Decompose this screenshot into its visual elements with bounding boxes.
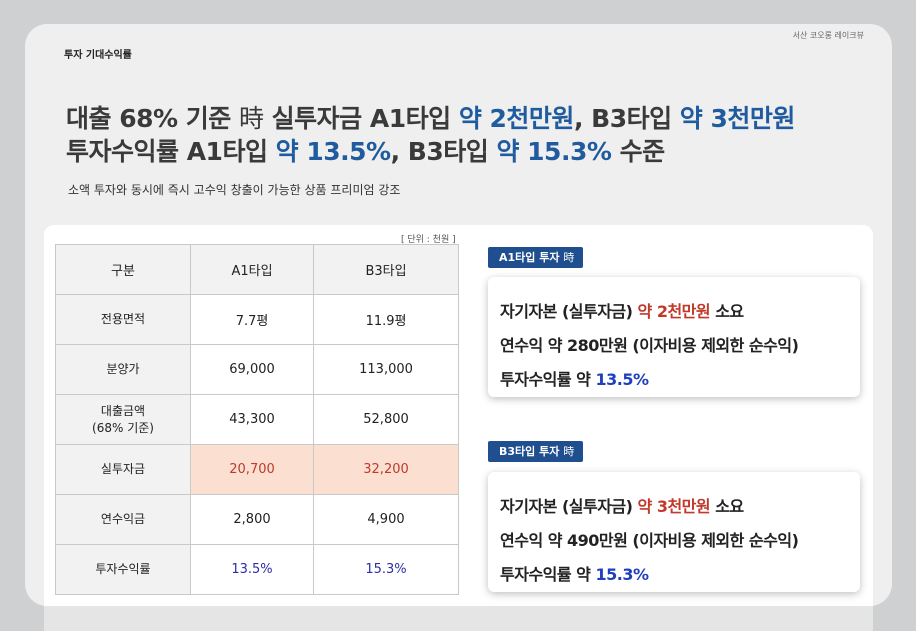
summary-highlight: 13.5% <box>595 370 649 389</box>
a1-summary-box: 자기자본 (실투자금) 약 2천만원 소요 연수익 약 280만원 (이자비용 … <box>488 277 860 397</box>
row-label: 투자수익률 <box>55 544 191 595</box>
summary-line: 투자수익률 약 15.3% <box>500 558 850 592</box>
cell-b3: 15.3% <box>313 544 459 595</box>
tag-label: A1타입 투자 <box>499 251 560 264</box>
b3-tag: B3타입 투자 時 <box>488 441 584 462</box>
headline-hanja: 時 <box>238 104 264 133</box>
row-label: 연수익금 <box>55 494 191 545</box>
row-label-line: (68% 기준) <box>92 420 154 435</box>
cell-a1: 43,300 <box>189 394 315 445</box>
summary-text: 투자수익률 약 <box>500 370 596 389</box>
headline-highlight: 약 15.3% <box>496 137 612 166</box>
cell-b3: 52,800 <box>313 394 459 445</box>
table-row: 대출금액 (68% 기준) 43,300 52,800 <box>55 394 459 445</box>
headline-text: , B3타입 <box>573 104 680 133</box>
headline-highlight: 약 2천만원 <box>458 104 575 133</box>
headline-text: 실투자금 A1타입 <box>263 104 459 133</box>
summary-text: 투자수익률 약 <box>500 565 596 584</box>
cell-b3: 4,900 <box>313 494 459 545</box>
headline-text: 투자수익률 A1타입 <box>66 137 276 166</box>
table-row: 연수익금 2,800 4,900 <box>55 494 459 545</box>
row-label: 실투자금 <box>55 444 191 495</box>
table-header: B3타입 <box>313 244 459 295</box>
cell-b3: 32,200 <box>313 444 459 495</box>
headline-text: 수준 <box>611 137 666 166</box>
a1-tag: A1타입 투자 時 <box>488 247 584 268</box>
headline-line-1: 대출 68% 기준 時 실투자금 A1타입 약 2천만원, B3타입 약 3천만… <box>66 102 886 135</box>
bottom-strip <box>44 606 873 631</box>
headline-highlight: 약 13.5% <box>275 137 391 166</box>
row-label: 대출금액 (68% 기준) <box>55 394 191 445</box>
summary-text: 자기자본 (실투자금) <box>500 497 638 516</box>
table-header: 구분 <box>55 244 191 295</box>
unit-note: [ 단위 : 천원 ] <box>401 235 456 245</box>
table-row: 분양가 69,000 113,000 <box>55 344 459 395</box>
comparison-table: 구분 A1타입 B3타입 전용면적 7.7평 11.9평 분양가 69,000 … <box>55 244 459 595</box>
cell-a1: 69,000 <box>189 344 315 395</box>
row-label: 전용면적 <box>55 294 191 345</box>
cell-a1: 13.5% <box>189 544 315 595</box>
table-row: 전용면적 7.7평 11.9평 <box>55 294 459 345</box>
summary-line: 연수익 약 280만원 (이자비용 제외한 순수익) <box>500 336 799 355</box>
headline-highlight: 약 3천만원 <box>679 104 796 133</box>
summary-text: 소요 <box>710 497 744 516</box>
table-row-highlight: 실투자금 20,700 32,200 <box>55 444 459 495</box>
table-header-row: 구분 A1타입 B3타입 <box>55 244 459 295</box>
summary-highlight: 약 3천만원 <box>637 497 711 516</box>
summary-highlight: 15.3% <box>595 565 649 584</box>
cell-a1: 20,700 <box>189 444 315 495</box>
table-row: 투자수익률 13.5% 15.3% <box>55 544 459 595</box>
row-label: 분양가 <box>55 344 191 395</box>
b3-summary-box: 자기자본 (실투자금) 약 3천만원 소요 연수익 약 490만원 (이자비용 … <box>488 472 860 592</box>
tag-label: B3타입 투자 <box>499 445 560 458</box>
summary-line: 자기자본 (실투자금) 약 2천만원 소요 <box>500 295 850 329</box>
tag-hanja: 時 <box>563 251 575 264</box>
summary-line: 투자수익률 약 13.5% <box>500 363 850 397</box>
cell-a1: 2,800 <box>189 494 315 545</box>
section-label: 투자 기대수익률 <box>64 50 132 61</box>
headline-text: 대출 68% 기준 <box>66 104 239 133</box>
summary-highlight: 약 2천만원 <box>637 302 711 321</box>
summary-text: 소요 <box>710 302 744 321</box>
cell-b3: 113,000 <box>313 344 459 395</box>
headline-line-2: 투자수익률 A1타입 약 13.5%, B3타입 약 15.3% 수준 <box>66 135 886 168</box>
tag-hanja: 時 <box>563 445 575 458</box>
table-header: A1타입 <box>189 244 315 295</box>
summary-text: 자기자본 (실투자금) <box>500 302 638 321</box>
subheadline: 소액 투자와 동시에 즉시 고수익 창출이 가능한 상품 프리미엄 강조 <box>68 183 401 197</box>
brand-name: 서산 코오롱 레이크뷰 <box>792 31 864 40</box>
headline: 대출 68% 기준 時 실투자금 A1타입 약 2천만원, B3타입 약 3천만… <box>66 102 886 168</box>
summary-line: 연수익 약 490만원 (이자비용 제외한 순수익) <box>500 531 799 550</box>
summary-line: 자기자본 (실투자금) 약 3천만원 소요 <box>500 490 850 524</box>
cell-a1: 7.7평 <box>189 294 315 345</box>
headline-text: , B3타입 <box>390 137 497 166</box>
row-label-line: 대출금액 <box>100 403 146 418</box>
cell-b3: 11.9평 <box>313 294 459 345</box>
